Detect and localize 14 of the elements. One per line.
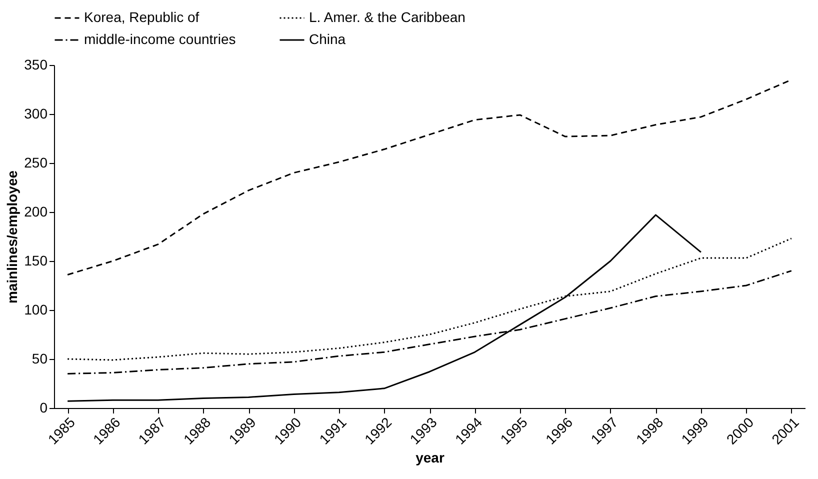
legend-label: L. Amer. & the Caribbean [309,9,466,25]
legend-label: Korea, Republic of [84,9,200,25]
y-tick-label: 300 [24,106,48,122]
y-tick-label: 250 [24,154,48,170]
x-axis-title: year [416,449,445,466]
y-tick-label: 0 [40,400,48,416]
y-tick-label: 200 [24,204,48,220]
legend-label: China [309,31,346,47]
y-axis-title: mainlines/employee [4,170,20,304]
y-tick-label: 100 [24,302,48,318]
y-tick-label: 50 [32,350,48,366]
legend-label: middle-income countries [84,31,236,47]
y-tick-label: 150 [24,252,48,268]
y-tick-label: 350 [24,56,48,72]
